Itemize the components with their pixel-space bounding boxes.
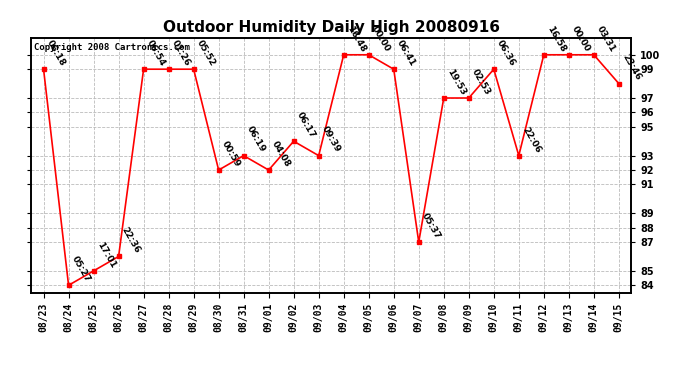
Text: 05:27: 05:27 (70, 255, 92, 284)
Text: 05:37: 05:37 (420, 211, 442, 241)
Text: 22:06: 22:06 (520, 125, 542, 154)
Text: Copyright 2008 Cartronics.com: Copyright 2008 Cartronics.com (34, 43, 190, 52)
Text: 05:52: 05:52 (195, 39, 217, 68)
Text: 17:01: 17:01 (95, 240, 117, 270)
Text: 06:17: 06:17 (295, 111, 317, 140)
Text: 23:46: 23:46 (620, 53, 642, 82)
Text: 06:36: 06:36 (495, 39, 518, 68)
Text: 16:58: 16:58 (545, 24, 567, 53)
Text: 06:41: 06:41 (395, 39, 417, 68)
Title: Outdoor Humidity Daily High 20080916: Outdoor Humidity Daily High 20080916 (163, 20, 500, 35)
Text: 02:53: 02:53 (470, 68, 492, 97)
Text: 06:18: 06:18 (45, 39, 67, 68)
Text: 06:19: 06:19 (245, 125, 267, 154)
Text: 03:31: 03:31 (595, 24, 618, 53)
Text: 16:48: 16:48 (345, 24, 367, 53)
Text: 09:39: 09:39 (320, 125, 342, 154)
Text: 22:36: 22:36 (120, 226, 142, 255)
Text: 19:53: 19:53 (445, 67, 467, 97)
Text: 00:00: 00:00 (370, 24, 392, 53)
Text: 06:54: 06:54 (145, 39, 167, 68)
Text: 00:59: 00:59 (220, 140, 242, 169)
Text: 00:00: 00:00 (570, 24, 592, 53)
Text: 01:26: 01:26 (170, 39, 192, 68)
Text: 04:08: 04:08 (270, 140, 292, 169)
